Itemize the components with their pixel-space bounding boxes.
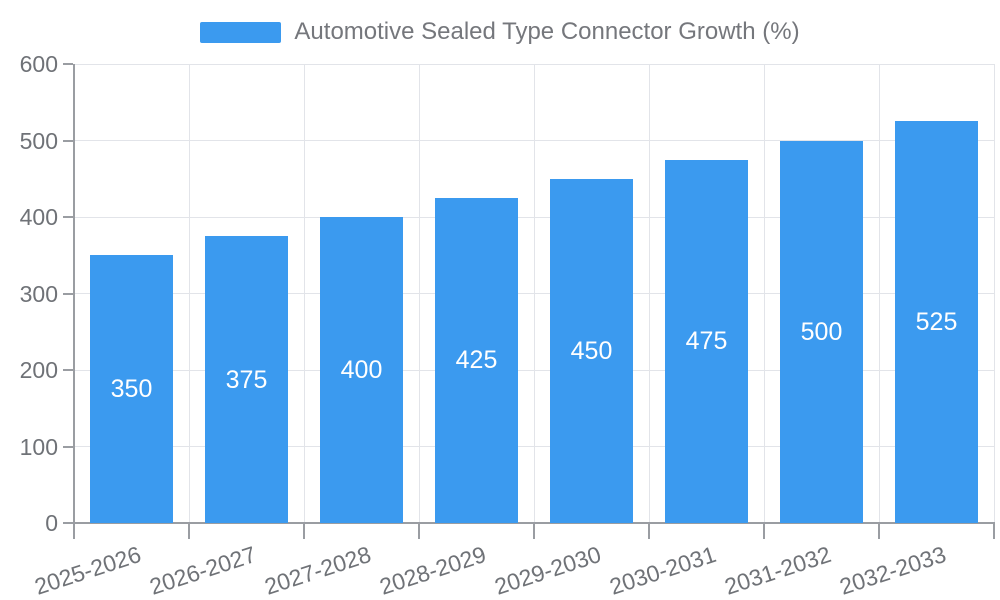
bar-value-label: 525 [915, 308, 958, 337]
x-axis-tick [418, 523, 420, 539]
bar[interactable] [895, 121, 978, 523]
x-axis-category-label: 2026-2027 [145, 541, 259, 600]
bar[interactable] [320, 217, 403, 523]
x-axis-category-label: 2025-2026 [30, 541, 144, 600]
x-axis-category-label: 2029-2030 [490, 541, 604, 600]
y-axis-tick [63, 445, 73, 448]
bar[interactable] [435, 197, 518, 523]
y-axis-tick-label: 600 [19, 51, 58, 77]
x-axis-tick [303, 523, 305, 539]
x-axis-category-label: 2027-2028 [260, 541, 374, 600]
x-axis-tick [993, 523, 995, 539]
x-axis-category-label: 2030-2031 [605, 541, 719, 600]
bar[interactable] [550, 178, 633, 523]
gridline-vertical [993, 64, 995, 523]
y-axis-tick [63, 369, 73, 371]
gridline-vertical [303, 64, 305, 523]
gridline-vertical [418, 64, 420, 523]
bar-value-label: 350 [110, 375, 153, 404]
y-axis-tick-label: 200 [19, 357, 58, 383]
bar[interactable] [665, 159, 748, 523]
bar-value-label: 500 [800, 317, 843, 346]
x-axis-category-label: 2032-2033 [835, 541, 949, 600]
x-axis-category-label: 2028-2029 [375, 541, 489, 600]
x-axis-tick [533, 523, 535, 539]
y-axis-tick-label: 100 [19, 433, 58, 460]
y-axis-tick [63, 216, 73, 218]
y-axis-tick-label: 400 [19, 204, 58, 230]
bar[interactable] [90, 255, 173, 523]
y-axis-tick-label: 300 [19, 280, 58, 307]
bar-value-label: 450 [570, 336, 613, 365]
y-axis-tick [63, 292, 73, 295]
legend-swatch-icon [200, 21, 282, 43]
y-axis-tick [63, 139, 73, 142]
gridline-vertical [878, 64, 880, 523]
gridline-vertical [763, 64, 765, 523]
gridline-vertical [188, 64, 190, 523]
y-axis-tick-label: 500 [19, 127, 58, 154]
x-axis-tick [648, 523, 650, 539]
bar-value-label: 475 [685, 327, 728, 356]
bar-value-label: 400 [340, 356, 383, 384]
bar[interactable] [205, 236, 288, 523]
y-axis-tick [63, 63, 73, 65]
legend[interactable]: Automotive Sealed Type Connector Growth … [0, 12, 1000, 52]
legend-label: Automotive Sealed Type Connector Growth … [294, 18, 800, 45]
x-axis-tick [188, 523, 190, 539]
bar[interactable] [780, 140, 863, 523]
y-axis-line [73, 64, 75, 523]
x-axis-tick [878, 523, 880, 539]
y-axis-tick-label: 0 [45, 510, 58, 536]
bar-value-label: 425 [455, 346, 498, 375]
bar-value-label: 375 [225, 365, 268, 394]
gridline-vertical [533, 64, 535, 523]
x-axis-tick [763, 523, 765, 539]
x-axis-category-label: 2031-2032 [720, 541, 834, 600]
x-axis-tick [73, 523, 75, 539]
y-axis-tick [63, 522, 73, 524]
gridline-vertical [648, 64, 650, 523]
